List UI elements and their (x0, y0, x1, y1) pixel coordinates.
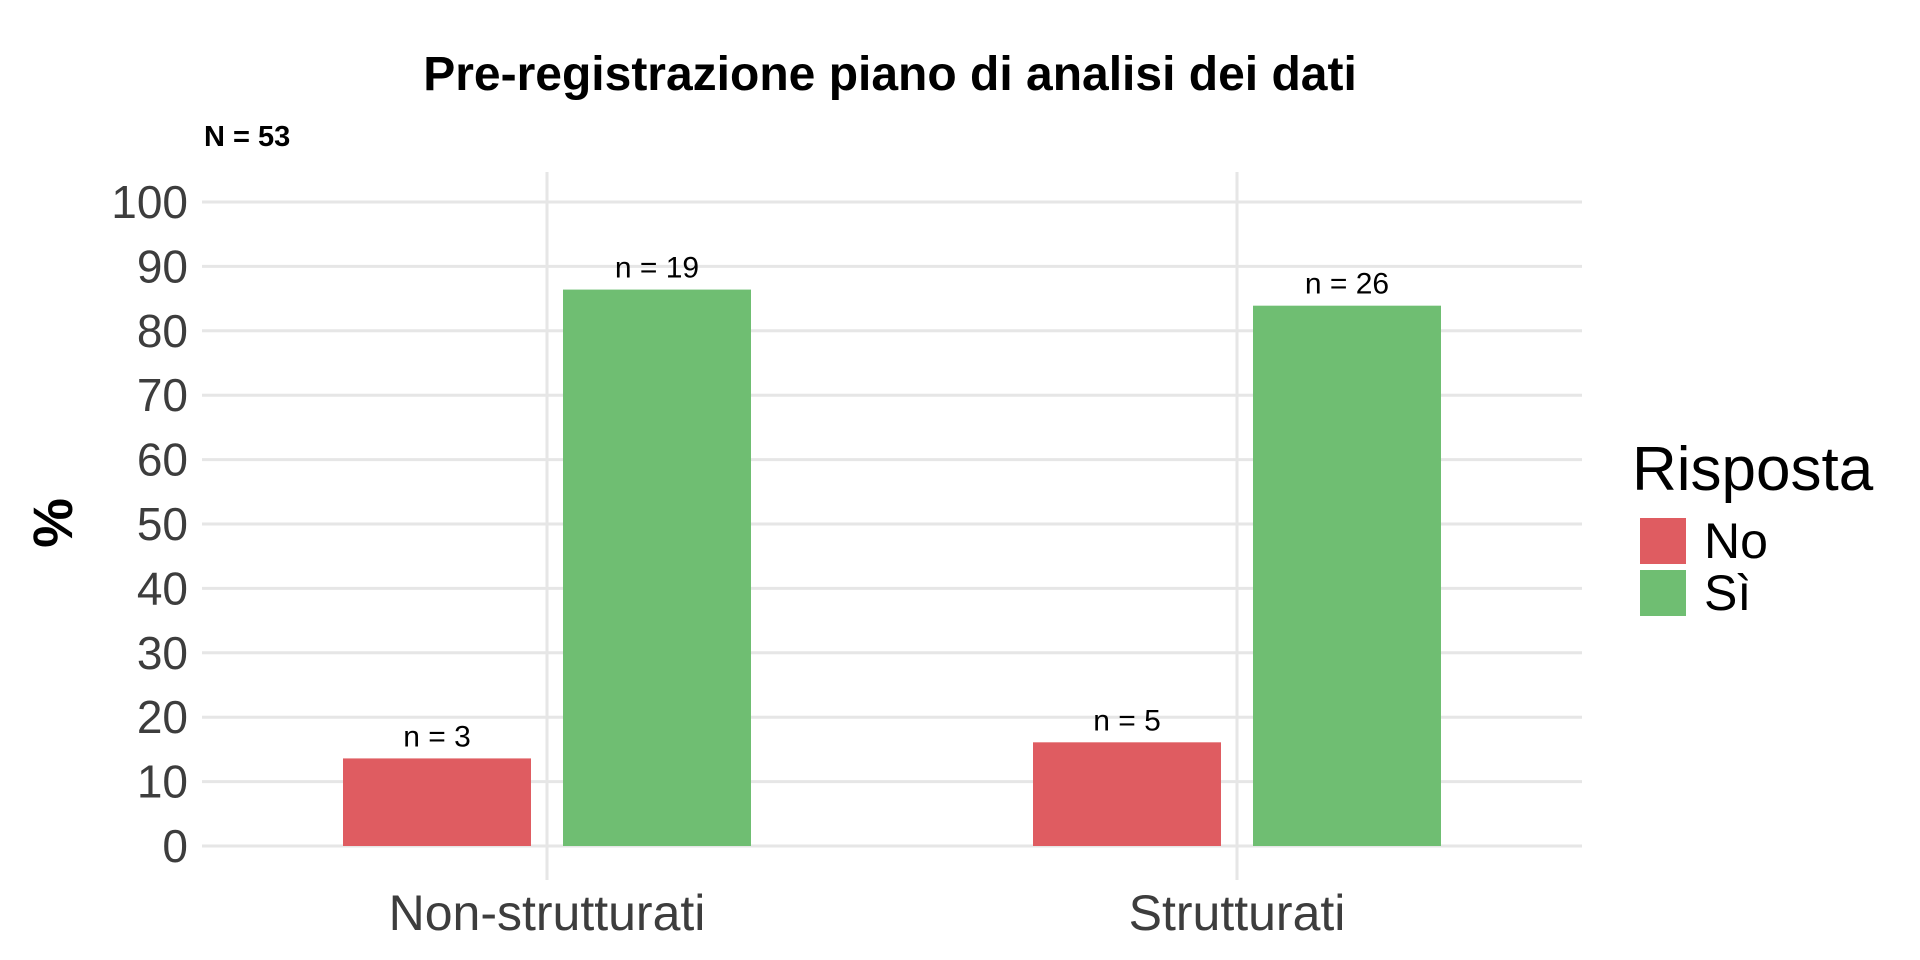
bar-data-label: n = 26 (1305, 268, 1389, 301)
bar-s-1 (563, 289, 751, 847)
legend-title: Risposta (1632, 435, 1874, 504)
x-tick-label: Non-strutturati (389, 885, 706, 941)
legend-key (1640, 570, 1686, 616)
y-tick-label: 20 (137, 691, 188, 743)
chart-subtitle: N = 53 (204, 121, 290, 153)
bar-data-label: n = 19 (615, 252, 699, 285)
x-axis-ticks: Non-strutturati Strutturati (389, 885, 1346, 941)
y-tick-label: 60 (137, 434, 188, 486)
bar-no-1 (343, 758, 531, 846)
y-axis-ticks: 0 10 20 30 40 50 60 70 80 90 100 (111, 176, 188, 872)
y-tick-label: 10 (137, 756, 188, 808)
y-tick-label: 0 (162, 820, 188, 872)
y-tick-label: 30 (137, 627, 188, 679)
bars-layer (343, 289, 1441, 847)
bar-data-label: n = 3 (403, 720, 471, 753)
y-tick-label: 80 (137, 305, 188, 357)
legend-key (1640, 518, 1686, 564)
y-axis-label: % (21, 498, 84, 548)
y-tick-label: 50 (137, 498, 188, 550)
y-tick-label: 90 (137, 240, 188, 292)
bar-s-2 (1253, 305, 1441, 847)
legend-label: Sì (1704, 565, 1751, 621)
x-tick-label: Strutturati (1129, 885, 1346, 941)
y-tick-label: 100 (111, 176, 188, 228)
y-tick-label: 40 (137, 562, 188, 614)
data-labels-layer: n = 3 n = 5 n = 19 n = 26 (403, 252, 1389, 754)
bar-data-label: n = 5 (1093, 704, 1161, 737)
grid-layer (202, 172, 1582, 880)
chart-title: Pre-registrazione piano di analisi dei d… (423, 48, 1357, 101)
y-tick-label: 70 (137, 369, 188, 421)
bar-no-2 (1033, 742, 1221, 846)
legend-label: No (1704, 513, 1768, 569)
